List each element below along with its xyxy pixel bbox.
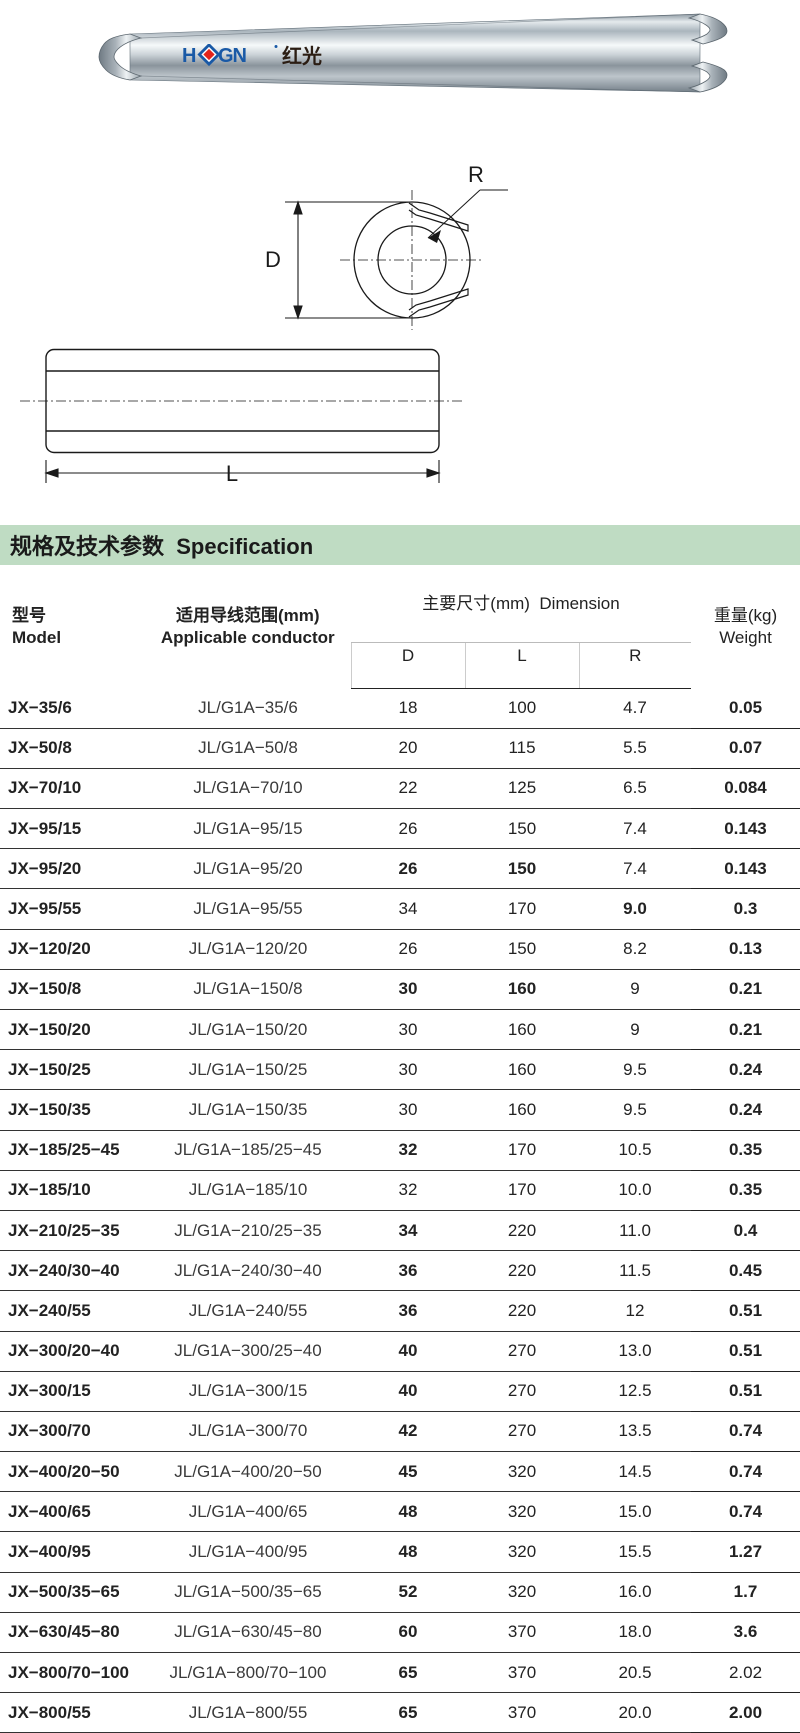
svg-text:红光: 红光 bbox=[282, 44, 322, 68]
svg-text:H: H bbox=[182, 45, 196, 67]
svg-text:GN: GN bbox=[218, 45, 247, 67]
svg-text:D: D bbox=[265, 247, 281, 272]
svg-text:L: L bbox=[226, 461, 238, 486]
svg-text:R: R bbox=[468, 162, 484, 187]
